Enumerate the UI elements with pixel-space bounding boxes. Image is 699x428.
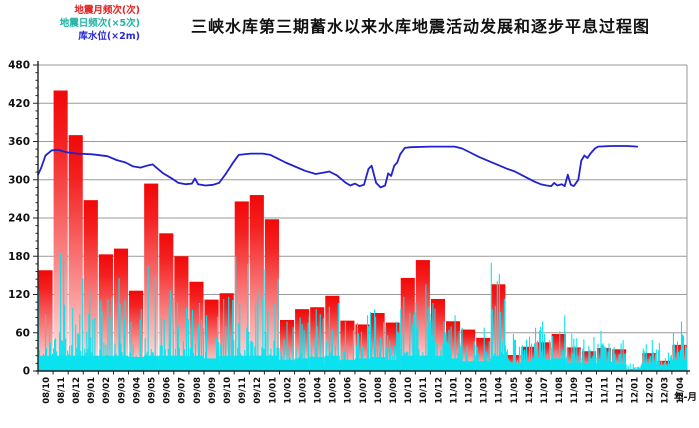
svg-text:09/08: 09/08 [193,377,203,404]
svg-text:480: 480 [8,60,30,72]
axes [33,61,690,375]
svg-text:09/07: 09/07 [178,377,188,404]
svg-text:11/08: 11/08 [555,377,565,404]
legend-item-monthly-frequency: 地震月频次(次) [74,5,140,16]
svg-text:10/12: 10/12 [434,377,444,404]
svg-text:10/11: 10/11 [419,377,429,404]
svg-text:11/09: 11/09 [570,377,580,404]
svg-text:10/07: 10/07 [359,377,369,404]
svg-text:240: 240 [8,213,30,225]
svg-text:08/11: 08/11 [57,377,67,404]
svg-text:360: 360 [8,136,30,148]
svg-text:10/08: 10/08 [374,377,384,404]
svg-text:09/10: 09/10 [223,377,233,404]
svg-text:11/07: 11/07 [540,377,550,404]
svg-text:10/02: 10/02 [283,377,293,404]
svg-text:11/05: 11/05 [510,377,520,404]
svg-text:09/06: 09/06 [163,377,173,404]
svg-text:11/03: 11/03 [480,377,490,404]
svg-text:09/03: 09/03 [117,377,127,404]
svg-text:180: 180 [8,251,30,263]
y-tick-labels: 0 60 120 180 240 300 360 420 480 [8,60,30,378]
svg-text:10/04: 10/04 [314,377,324,404]
svg-text:10/05: 10/05 [329,377,339,404]
svg-text:11/06: 11/06 [525,377,535,404]
svg-text:09/05: 09/05 [148,377,158,404]
svg-text:09/02: 09/02 [102,377,112,404]
svg-text:09/12: 09/12 [253,377,263,404]
svg-text:10/09: 10/09 [389,377,399,404]
svg-text:09/01: 09/01 [87,377,97,404]
svg-text:11/01: 11/01 [449,377,459,404]
daily-frequency-bars [37,253,688,371]
svg-text:11/04: 11/04 [495,377,505,404]
svg-text:11/02: 11/02 [464,377,474,404]
svg-text:08/10: 08/10 [42,377,52,404]
x-axis-unit-label: 年-月 [674,391,697,403]
water-level-line [37,145,639,189]
svg-text:09/11: 09/11 [238,377,248,404]
svg-text:08/12: 08/12 [72,377,82,404]
svg-text:11/11: 11/11 [600,377,610,404]
svg-text:12/03: 12/03 [661,377,671,404]
svg-text:12/02: 12/02 [646,377,656,404]
svg-text:10/01: 10/01 [268,377,278,404]
svg-text:0: 0 [23,366,30,378]
legend-item-daily-frequency: 地震日频次(×5次) [59,18,140,29]
svg-text:11/12: 11/12 [615,377,625,404]
svg-text:09/09: 09/09 [208,377,218,404]
monthly-frequency-bars [38,90,687,372]
svg-text:120: 120 [8,289,30,301]
chart-title: 三峡水库第三期蓄水以来水库地震活动发展和逐步平息过程图 [190,17,650,36]
svg-text:300: 300 [8,174,30,186]
svg-text:11/10: 11/10 [585,377,595,404]
x-tick-labels: 08/10 08/11 08/12 09/01 09/02 09/03 09/04 09/05… [42,377,686,404]
svg-text:10/06: 10/06 [344,377,354,404]
svg-text:420: 420 [8,98,30,110]
svg-text:10/03: 10/03 [298,377,308,404]
svg-text:60: 60 [15,327,30,339]
legend: 地震月频次(次) 地震日频次(×5次) 库水位(×2m) [8,4,140,43]
svg-text:12/04: 12/04 [676,377,686,404]
svg-text:09/04: 09/04 [132,377,142,404]
svg-text:12/01: 12/01 [630,377,640,404]
svg-text:10/10: 10/10 [404,377,414,404]
legend-item-water-level: 库水位(×2m) [78,31,140,42]
